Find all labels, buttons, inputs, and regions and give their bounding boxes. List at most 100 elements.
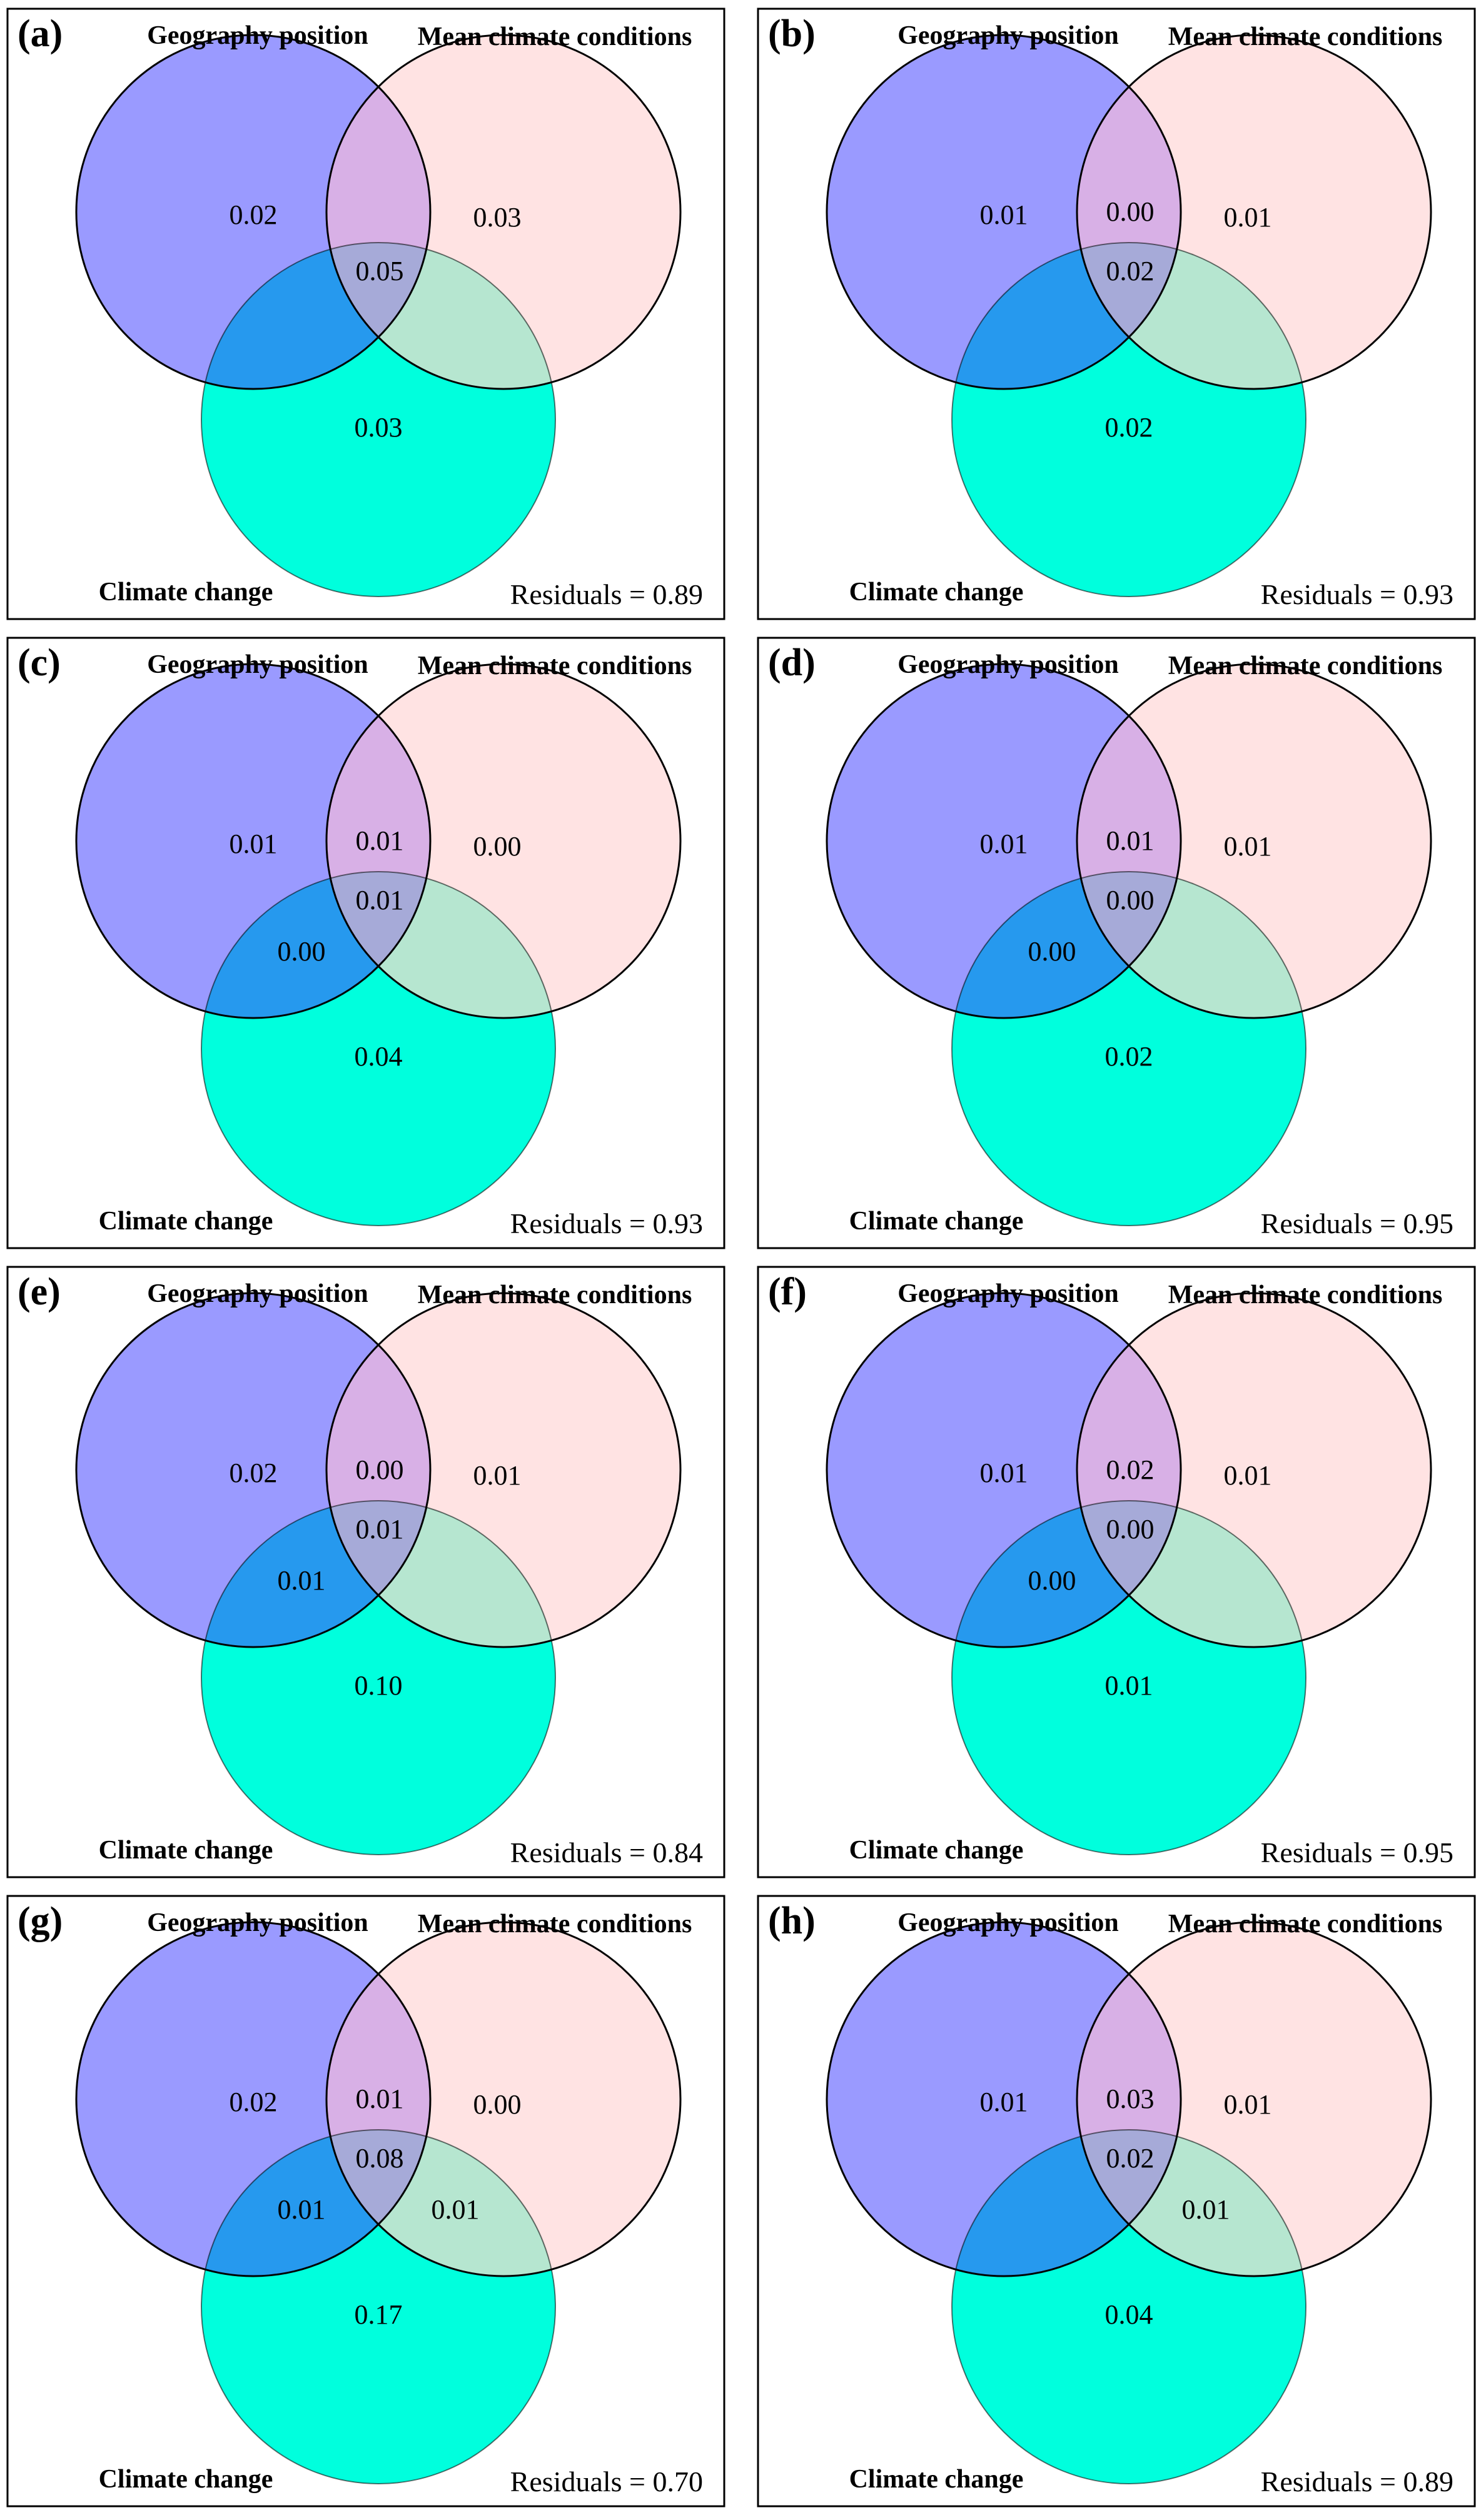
mean-climate-title: Mean climate conditions: [1168, 23, 1443, 51]
region-value-all: 0.01: [356, 1514, 404, 1545]
residuals-label: Residuals = 0.93: [1261, 578, 1453, 610]
geography-title: Geography position: [897, 1908, 1119, 1937]
climate-change-title: Climate change: [99, 1836, 273, 1865]
panel-label: (d): [768, 642, 816, 684]
region-value-mean-change: 0.01: [432, 2194, 480, 2225]
region-value-mean-only: 0.03: [473, 202, 522, 233]
panel-frame: [757, 8, 1476, 620]
region-value-all: 0.01: [356, 885, 404, 915]
residuals-label: Residuals = 0.89: [1261, 2466, 1453, 2497]
region-value-geo-mean: 0.03: [1106, 2084, 1155, 2114]
geo-change-overlap: [201, 872, 430, 1018]
region-value-mean-change: 0.01: [1182, 2194, 1230, 2225]
mean-change-overlap: [1077, 243, 1306, 389]
climate-change-title: Climate change: [849, 2465, 1024, 2494]
region-value-mean-only: 0.00: [473, 831, 522, 862]
region-value-all: 0.05: [356, 256, 404, 286]
panel-frame: [757, 1895, 1476, 2507]
region-value-geo-only: 0.01: [980, 1458, 1028, 1488]
region-value-change-only: 0.17: [355, 2299, 403, 2330]
geo-change-overlap: [952, 2130, 1181, 2276]
region-value-mean-only: 0.01: [1224, 2089, 1272, 2120]
region-value-all: 0.00: [1106, 1514, 1155, 1545]
climate-change-title: Climate change: [849, 1207, 1024, 1236]
mean-change-overlap: [326, 2130, 555, 2276]
region-value-mean-only: 0.01: [1224, 1460, 1272, 1491]
panel-label: (e): [18, 1271, 61, 1313]
climate-change-title: Climate change: [99, 578, 273, 607]
mean-climate-title: Mean climate conditions: [1168, 1281, 1443, 1309]
mean-change-overlap: [326, 1501, 555, 1647]
panel-label: (c): [18, 642, 61, 684]
panel-frame: [6, 637, 725, 1249]
residuals-label: Residuals = 0.84: [510, 1837, 703, 1868]
geography-title: Geography position: [147, 1279, 368, 1308]
venn-panel: (f) Geography position Mean climate condit…: [757, 1266, 1476, 1878]
region-value-geo-only: 0.02: [230, 1458, 278, 1488]
region-value-geo-change: 0.01: [278, 1565, 326, 1596]
residuals-label: Residuals = 0.93: [510, 1207, 703, 1239]
mean-climate-title: Mean climate conditions: [1168, 652, 1443, 680]
region-value-change-only: 0.02: [1105, 1041, 1153, 1072]
geo-change-overlap: [952, 243, 1181, 389]
region-value-mean-only: 0.01: [1224, 831, 1272, 862]
panel-frame: [6, 1266, 725, 1878]
mean-change-overlap: [326, 243, 555, 389]
panel-frame: [757, 637, 1476, 1249]
panel-label: (f): [768, 1271, 807, 1313]
region-value-geo-only: 0.02: [230, 199, 278, 230]
region-value-geo-change: 0.01: [278, 2194, 326, 2225]
region-value-change-only: 0.02: [1105, 412, 1153, 443]
panel-label: (b): [768, 13, 816, 55]
mean-climate-title: Mean climate conditions: [418, 652, 692, 680]
region-value-geo-only: 0.01: [980, 199, 1028, 230]
region-value-change-only: 0.04: [1105, 2299, 1153, 2330]
geo-change-overlap: [952, 872, 1181, 1018]
panel-frame: [6, 8, 725, 620]
geo-change-overlap: [201, 2130, 430, 2276]
panel-label: (g): [18, 1900, 63, 1942]
venn-panel: (g) Geography position Mean climate condit…: [6, 1895, 725, 2507]
climate-change-title: Climate change: [99, 2465, 273, 2494]
venn-panel: (e) Geography position Mean climate condit…: [6, 1266, 725, 1878]
venn-panel: (h) Geography position Mean climate condit…: [757, 1895, 1476, 2507]
climate-change-title: Climate change: [99, 1207, 273, 1236]
region-value-geo-mean: 0.01: [356, 2084, 404, 2114]
region-value-all: 0.00: [1106, 885, 1155, 915]
region-value-mean-only: 0.00: [473, 2089, 522, 2120]
region-value-change-only: 0.04: [355, 1041, 403, 1072]
geo-change-overlap: [952, 1501, 1181, 1647]
region-value-geo-only: 0.01: [980, 829, 1028, 859]
region-value-geo-mean: 0.01: [1106, 825, 1155, 856]
residuals-label: Residuals = 0.95: [1261, 1837, 1453, 1868]
geography-title: Geography position: [897, 650, 1119, 679]
region-value-change-only: 0.01: [1105, 1670, 1153, 1701]
mean-climate-title: Mean climate conditions: [1168, 1910, 1443, 1938]
region-value-geo-change: 0.00: [1028, 936, 1076, 967]
region-value-all: 0.02: [1106, 256, 1155, 286]
mean-change-overlap: [1077, 1501, 1306, 1647]
region-value-all: 0.08: [356, 2143, 404, 2174]
region-value-geo-change: 0.00: [278, 936, 326, 967]
climate-change-title: Climate change: [849, 578, 1024, 607]
residuals-label: Residuals = 0.95: [1261, 1207, 1453, 1239]
mean-change-overlap: [1077, 2130, 1306, 2276]
panel-label: (h): [768, 1900, 816, 1942]
mean-climate-title: Mean climate conditions: [418, 1910, 692, 1938]
region-value-geo-only: 0.02: [230, 2087, 278, 2117]
region-value-geo-only: 0.01: [980, 2087, 1028, 2117]
geography-title: Geography position: [147, 1908, 368, 1937]
venn-panel: (a) Geography position Mean climate condit…: [6, 8, 725, 620]
mean-change-overlap: [326, 872, 555, 1018]
region-value-change-only: 0.10: [355, 1670, 403, 1701]
climate-change-title: Climate change: [849, 1836, 1024, 1865]
geography-title: Geography position: [897, 1279, 1119, 1308]
residuals-label: Residuals = 0.89: [510, 578, 703, 610]
region-value-geo-change: 0.00: [1028, 1565, 1076, 1596]
mean-change-overlap: [1077, 872, 1306, 1018]
geo-change-overlap: [201, 1501, 430, 1647]
mean-climate-title: Mean climate conditions: [418, 1281, 692, 1309]
region-value-geo-mean: 0.02: [1106, 1454, 1155, 1485]
region-value-geo-mean: 0.01: [356, 825, 404, 856]
